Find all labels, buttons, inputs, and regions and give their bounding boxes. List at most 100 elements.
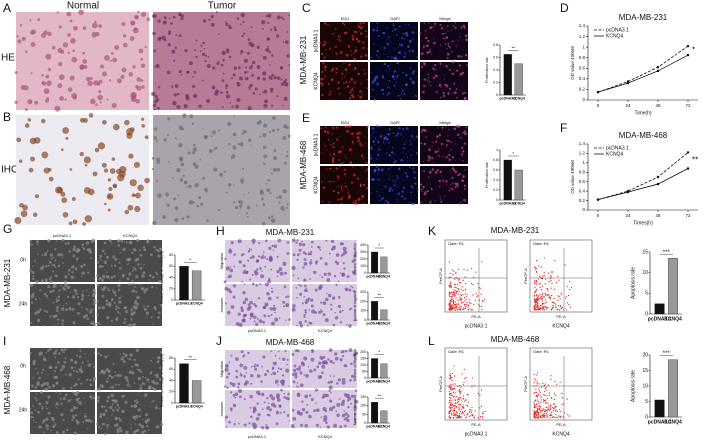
texture — [84, 352, 86, 355]
y-tick-label: 15 — [642, 249, 648, 255]
texture — [332, 405, 336, 409]
texture — [134, 205, 141, 213]
event-dot — [548, 296, 550, 298]
texture — [396, 175, 398, 177]
texture — [134, 14, 139, 20]
y-tick-label: 0.4 — [493, 178, 498, 182]
texture — [416, 75, 418, 77]
texture — [256, 76, 261, 80]
texture — [228, 420, 231, 424]
texture — [272, 249, 275, 252]
significance-label: ** — [512, 46, 516, 51]
texture — [248, 422, 251, 425]
event-dot — [535, 379, 537, 381]
event-dot — [453, 365, 455, 367]
event-dot — [545, 306, 547, 308]
x-tick-label: KCNQ4 — [378, 379, 390, 383]
event-dot — [540, 415, 543, 417]
texture — [319, 41, 322, 44]
texture — [448, 158, 451, 162]
y-tick-label: 20 — [169, 287, 173, 291]
texture — [428, 176, 430, 178]
texture — [444, 157, 447, 159]
texture — [342, 262, 345, 265]
bar — [514, 63, 523, 96]
texture — [335, 52, 338, 55]
texture — [351, 132, 354, 136]
texture — [150, 359, 152, 362]
texture — [411, 31, 414, 34]
texture — [419, 96, 422, 99]
texture — [379, 135, 383, 138]
event-dot — [469, 408, 471, 411]
axis-label: PE-A — [471, 314, 481, 319]
texture — [232, 73, 236, 77]
texture — [151, 401, 153, 403]
texture — [294, 372, 298, 376]
texture — [280, 379, 285, 384]
texture — [309, 250, 313, 254]
texture — [107, 377, 109, 380]
texture — [134, 400, 137, 403]
event-dot — [558, 309, 560, 311]
texture — [28, 283, 32, 286]
event-dot — [465, 305, 467, 307]
texture — [185, 186, 188, 188]
texture — [409, 41, 411, 43]
texture — [199, 50, 202, 52]
bar — [654, 303, 665, 315]
texture — [83, 263, 86, 267]
texture — [451, 60, 455, 64]
texture — [262, 203, 266, 206]
texture — [225, 22, 229, 26]
texture — [382, 92, 385, 95]
texture — [111, 157, 116, 161]
y-tick-label: 1.2 — [579, 34, 586, 39]
texture — [251, 255, 255, 259]
texture — [210, 15, 214, 19]
texture — [353, 406, 358, 410]
texture — [203, 47, 206, 50]
texture — [182, 115, 185, 118]
texture — [341, 253, 343, 256]
texture — [319, 426, 322, 429]
event-dot — [536, 399, 538, 401]
event-dot — [539, 293, 541, 295]
y-tick-label: 0.8 — [579, 169, 586, 174]
texture — [138, 369, 142, 372]
texture — [359, 185, 363, 188]
event-dot — [557, 295, 559, 297]
texture — [359, 90, 362, 93]
y-tick-label: 1 — [582, 160, 585, 165]
texture — [354, 202, 357, 205]
texture — [320, 77, 323, 81]
event-dot — [448, 406, 450, 408]
texture — [462, 24, 466, 27]
texture — [251, 273, 254, 276]
texture — [236, 17, 240, 20]
texture — [448, 189, 451, 192]
flow-plot — [444, 239, 508, 313]
texture — [52, 256, 55, 259]
texture — [270, 218, 276, 223]
y-axis-label: Relative percentage of mobility(%) — [160, 354, 164, 407]
texture — [116, 430, 120, 434]
event-dot — [450, 292, 452, 294]
event-dot — [544, 309, 546, 311]
texture — [265, 182, 268, 185]
texture — [36, 240, 40, 244]
texture — [61, 348, 64, 351]
texture — [402, 71, 404, 74]
texture — [311, 348, 314, 352]
texture — [182, 174, 185, 178]
texture — [456, 133, 460, 136]
texture — [441, 175, 443, 177]
event-dot — [452, 391, 454, 393]
texture — [186, 70, 190, 74]
texture — [439, 63, 442, 65]
event-dot — [466, 394, 468, 396]
texture — [83, 397, 85, 399]
event-dot — [550, 378, 552, 380]
significance-label: * — [378, 350, 380, 355]
x-tick-label: KCNQ4 — [190, 301, 202, 305]
